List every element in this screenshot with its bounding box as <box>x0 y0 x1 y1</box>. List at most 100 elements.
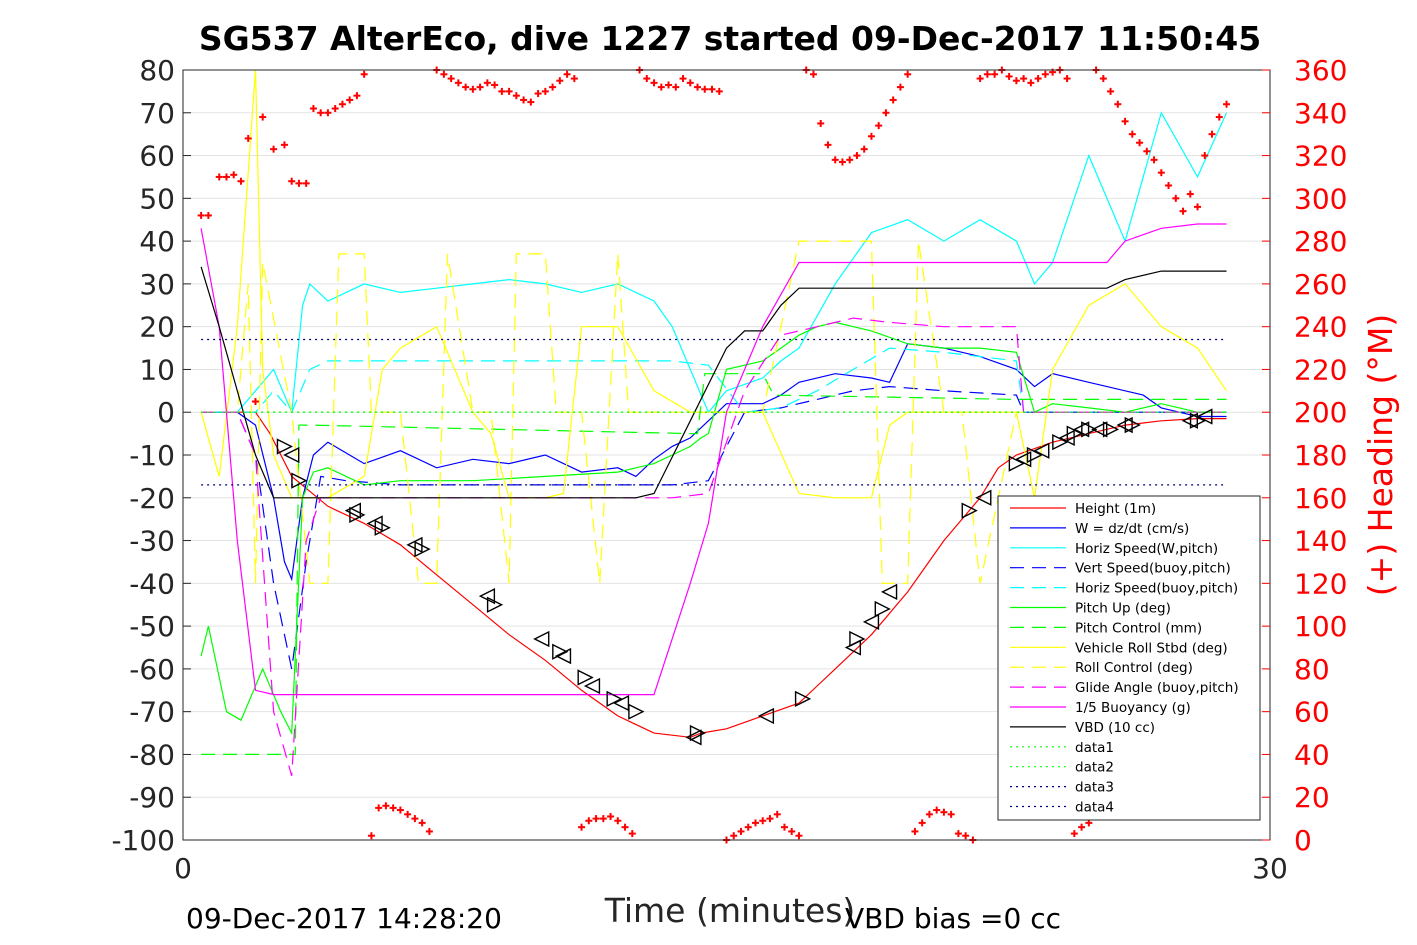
heading-point <box>882 109 890 117</box>
heading-point <box>476 83 484 91</box>
triangle-marker <box>689 724 707 742</box>
heading-point <box>534 90 542 98</box>
triangle-marker <box>975 489 992 506</box>
triangle-marker <box>1052 434 1069 451</box>
heading-point <box>1063 75 1071 83</box>
left-tick-label: 20 <box>139 311 175 344</box>
legend-label: VBD (10 cc) <box>1075 720 1155 736</box>
triangle-marker <box>1066 425 1083 442</box>
left-tick-label: 10 <box>139 353 175 386</box>
heading-point <box>911 827 919 835</box>
heading-point <box>353 92 361 100</box>
heading-point <box>541 87 549 95</box>
triangle-marker <box>552 643 569 660</box>
heading-point <box>425 827 433 835</box>
heading-point <box>904 70 912 78</box>
heading-point <box>462 83 470 91</box>
heading-point <box>614 817 622 825</box>
series-pitch-up-deg <box>200 321 1227 736</box>
heading-point <box>896 83 904 91</box>
left-tick-label: -40 <box>129 567 175 600</box>
triangle-marker <box>291 472 308 489</box>
right-tick-label: 160 <box>1294 482 1347 515</box>
heading-point <box>237 177 245 185</box>
legend-entry: Vert Speed(buoy,pitch) <box>1010 561 1231 577</box>
legend-label: 1/5 Buoyancy (g) <box>1075 700 1191 716</box>
heading-point <box>309 105 317 112</box>
series-glide-angle-buoy-pitch <box>201 317 1227 776</box>
left-tick-label: -50 <box>129 610 175 643</box>
series-vert-speed-buoy-pitch <box>201 385 1227 670</box>
heading-point <box>954 830 962 838</box>
legend-entry: Height (1m) <box>1010 501 1156 517</box>
heading-point <box>259 113 267 121</box>
footer-timestamp: 09-Dec-2017 14:28:20 <box>186 902 502 935</box>
heading-point <box>780 823 788 831</box>
triangle-marker <box>628 703 645 720</box>
left-tick-label: -70 <box>129 696 175 729</box>
legend-entry: Pitch Up (deg) <box>1010 601 1171 617</box>
heading-point <box>1186 190 1194 198</box>
legend: Height (1m) W = dz/dt (cm/s) Horiz Speed(W… <box>997 495 1261 821</box>
heading-point <box>556 77 564 85</box>
heading-point <box>302 179 310 187</box>
heading-point <box>679 75 687 83</box>
heading-point <box>520 96 528 104</box>
left-tick-label: -30 <box>129 525 175 558</box>
heading-point <box>607 812 615 820</box>
left-tick-label: 0 <box>157 396 175 429</box>
legend-label: Horiz Speed(buoy,pitch) <box>1075 581 1238 597</box>
legend-entry: W = dz/dt (cm/s) <box>1010 521 1189 537</box>
triangle-marker <box>1102 421 1120 438</box>
triangle-marker <box>1189 412 1207 429</box>
triangle-marker <box>1015 451 1032 468</box>
heading-point <box>1143 147 1151 155</box>
footer-vbd-bias: VBD bias =0 cc <box>845 902 1061 935</box>
heading-point <box>491 81 499 89</box>
heading-point <box>1034 75 1042 83</box>
heading-point <box>730 832 738 840</box>
series-layer <box>200 69 1228 776</box>
right-tick-label: 320 <box>1294 140 1347 173</box>
heading-point <box>396 806 404 814</box>
triangle-marker <box>757 707 775 725</box>
heading-point <box>549 83 557 91</box>
heading-point <box>686 79 694 87</box>
left-tick-label: -80 <box>129 738 175 771</box>
heading-point <box>338 100 346 108</box>
legend-label: data4 <box>1075 800 1114 816</box>
x-tick-label: 0 <box>174 852 192 885</box>
heading-point <box>773 810 781 818</box>
heading-point <box>324 109 332 117</box>
series-w-dz-dt-cm-s <box>201 343 1227 582</box>
legend-entry: Glide Angle (buoy,pitch) <box>1010 680 1239 696</box>
triangle-marker <box>862 613 880 630</box>
right-tick-label: 0 <box>1294 824 1312 857</box>
triangle-marker <box>961 502 978 519</box>
heading-point <box>860 145 868 153</box>
triangle-marker <box>533 630 550 648</box>
heading-point <box>288 177 296 185</box>
legend-label: Height (1m) <box>1075 501 1156 517</box>
heading-point <box>701 85 709 93</box>
heading-point <box>817 119 825 127</box>
triangle-marker <box>794 690 812 707</box>
heading-point <box>1179 207 1187 215</box>
heading-point <box>483 79 491 87</box>
triangle-marker <box>577 669 594 686</box>
heading-point <box>715 87 723 95</box>
left-tick-label: 80 <box>139 54 175 87</box>
heading-point <box>440 70 448 78</box>
heading-point <box>1165 182 1173 189</box>
legend-label: data2 <box>1075 760 1114 776</box>
heading-point <box>976 75 984 83</box>
legend-entry: Pitch Control (mm) <box>1010 620 1202 636</box>
heading-point <box>1208 130 1216 138</box>
heading-point <box>570 75 578 83</box>
heading-point <box>1005 72 1013 80</box>
heading-point <box>831 156 839 164</box>
heading-point <box>983 70 991 78</box>
heading-point <box>991 70 999 78</box>
heading-point <box>331 105 339 112</box>
